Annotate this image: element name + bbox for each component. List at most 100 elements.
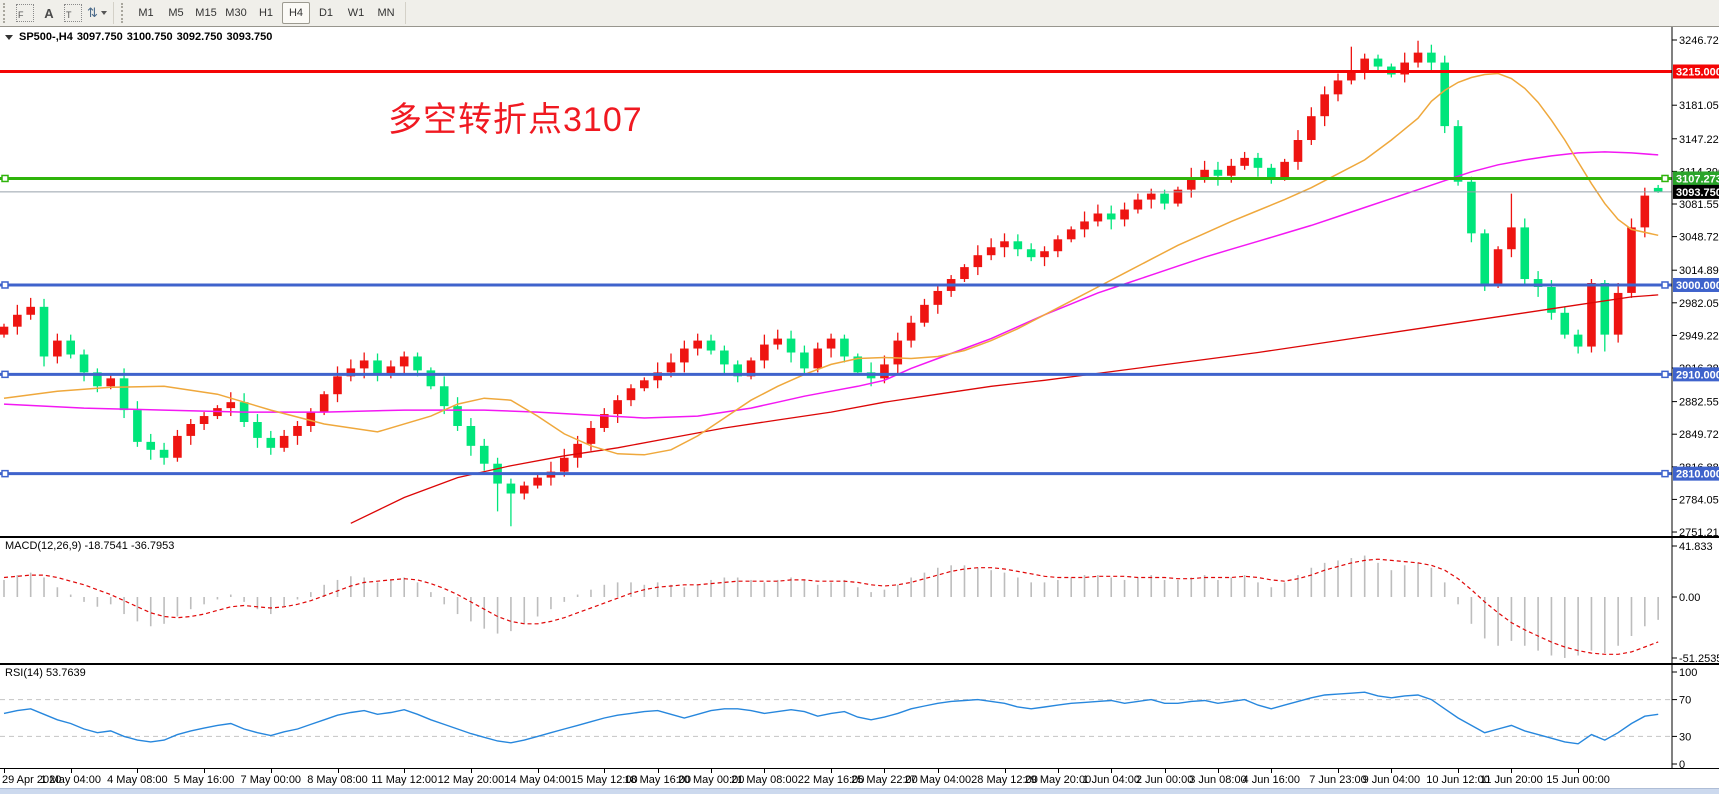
time-tick-label: 15 May 12:00: [570, 774, 638, 786]
time-tick-label: 21 May 08:00: [731, 774, 798, 786]
symbol-dropdown-icon[interactable]: [5, 34, 13, 40]
symbol-info-line: SP500-,H4 3097.750 3100.750 3092.750 309…: [5, 31, 272, 43]
time-tick-label: 10 Jun 12:00: [1426, 774, 1490, 786]
time-tick-label: 4 May 08:00: [107, 774, 168, 786]
panel-separator[interactable]: [0, 663, 1719, 665]
svg-text:2910.000: 2910.000: [1676, 369, 1719, 381]
macd-label: MACD(12,26,9) -18.7541 -36.7953: [5, 540, 175, 552]
time-tick-label: 7 May 00:00: [240, 774, 302, 786]
time-tick: [657, 769, 659, 773]
svg-text:30: 30: [1679, 731, 1691, 743]
timeframe-m30-button[interactable]: M30: [225, 7, 247, 19]
svg-text:3215.000: 3215.000: [1676, 67, 1719, 79]
timeframe-bar: M1 M5 M15 M30 H1 H4 D1 W1 MN: [131, 2, 401, 24]
timeframe-h1-button[interactable]: H1: [258, 7, 274, 19]
time-tick: [1511, 769, 1513, 773]
time-tick: [711, 769, 713, 773]
time-tick: [1338, 769, 1339, 773]
time-tick-label: 28 May 12:00: [971, 774, 1038, 786]
toolbar-grip[interactable]: [3, 3, 10, 23]
timeframe-mn-button[interactable]: MN: [377, 7, 395, 19]
time-tick: [1217, 769, 1219, 773]
time-axis[interactable]: 29 Apr 2020 1 May 04:00 4 May 08:00 5 May 1…: [0, 768, 1719, 789]
time-tick: [1057, 769, 1059, 773]
panel-separator[interactable]: [0, 536, 1719, 538]
bar-low: 3092.750: [176, 31, 223, 43]
svg-text:3246.725: 3246.725: [1679, 35, 1719, 47]
time-tick: [764, 769, 766, 773]
time-tick: [537, 769, 539, 773]
svg-text:3048.720: 3048.720: [1679, 232, 1719, 244]
time-tick-label: 14 May 04:00: [504, 774, 571, 786]
rsi-label: RSI(14) 53.7639: [5, 667, 86, 679]
svg-text:2784.050: 2784.050: [1679, 494, 1719, 506]
svg-text:2949.220: 2949.220: [1679, 330, 1719, 342]
time-tick-label: 22 May 16:00: [797, 774, 865, 786]
svg-text:2751.215: 2751.215: [1679, 527, 1719, 536]
bar-high: 3100.750: [126, 31, 173, 43]
svg-text:2982.055: 2982.055: [1679, 298, 1719, 310]
bar-close: 3093.750: [226, 31, 273, 43]
svg-text:3147.225: 3147.225: [1679, 134, 1719, 146]
time-tick: [4, 769, 5, 773]
text-label-tool-button[interactable]: A: [37, 2, 61, 24]
time-tick-label: 27 May 04:00: [904, 774, 972, 786]
fibonacci-icon: F: [16, 4, 34, 22]
chart-annotation-text[interactable]: 多空转折点3107: [388, 101, 643, 139]
timeframe-m5-button[interactable]: M5: [168, 7, 184, 19]
toolbar: F A T ⇅ M1 M5 M15 M30 H1 H4 D1 W1 MN: [0, 0, 1719, 27]
time-tick-label: 8 May 08:00: [307, 774, 368, 786]
svg-text:-51.2535: -51.2535: [1679, 653, 1719, 663]
toolbar-grip[interactable]: [121, 3, 128, 23]
time-tick: [404, 769, 406, 773]
svg-text:3081.555: 3081.555: [1679, 199, 1719, 211]
timeframe-h4-button[interactable]: H4: [282, 2, 310, 24]
dropdown-caret-icon[interactable]: [100, 11, 107, 15]
candlestick-chart-panel[interactable]: 3246.7253181.0553147.2253114.3903081.555…: [0, 27, 1719, 536]
svg-text:2810.000: 2810.000: [1676, 469, 1719, 481]
text-tool-button[interactable]: T: [61, 2, 85, 24]
timeframe-d1-button[interactable]: D1: [318, 7, 334, 19]
time-tick-label: 1 May 04:00: [40, 774, 101, 786]
svg-text:3000.000: 3000.000: [1676, 280, 1719, 292]
time-tick-label: 4 Jun 16:00: [1242, 774, 1301, 786]
toolbar-separator: [405, 2, 406, 24]
time-tick: [1271, 769, 1273, 773]
time-tick-label: 7 Jun 23:00: [1309, 774, 1367, 786]
time-tick: [604, 769, 606, 773]
arrows-icon: ⇅: [87, 5, 98, 20]
arrows-tool-button[interactable]: ⇅: [85, 2, 109, 24]
time-tick-label: 2 Jun 00:00: [1135, 774, 1194, 786]
macd-panel[interactable]: 41.833 0.00 -51.2535: [0, 538, 1719, 663]
time-tick: [1391, 769, 1393, 773]
time-tick-label: 9 Jun 04:00: [1362, 774, 1421, 786]
time-tick-label: 3 Jun 08:00: [1189, 774, 1247, 786]
svg-text:2849.720: 2849.720: [1679, 429, 1719, 441]
time-tick-label: 18 May 16:00: [624, 774, 691, 786]
svg-text:3181.055: 3181.055: [1679, 100, 1719, 112]
timeframe-m15-button[interactable]: M15: [195, 7, 217, 19]
timeframe-m1-button[interactable]: M1: [138, 7, 154, 19]
time-tick: [1458, 769, 1460, 773]
time-tick: [1111, 769, 1113, 773]
timeframe-w1-button[interactable]: W1: [347, 7, 365, 19]
time-tick: [1164, 769, 1166, 773]
time-tick: [337, 769, 339, 773]
time-tick: [884, 769, 886, 773]
time-tick-label: 15 Jun 00:00: [1546, 774, 1610, 786]
bar-open: 3097.750: [76, 31, 123, 43]
rsi-panel[interactable]: 100 70 30 0: [0, 665, 1719, 768]
time-tick-label: 25 May 22:00: [851, 774, 918, 786]
toolbar-separator: [113, 2, 114, 24]
status-strip: [0, 788, 1719, 794]
svg-text:2882.555: 2882.555: [1679, 397, 1719, 409]
time-tick-label: 11 Jun 20:00: [1480, 774, 1543, 786]
svg-text:100: 100: [1679, 667, 1697, 679]
fibonacci-tool-button[interactable]: F: [13, 2, 37, 24]
text-tool-icon: T: [64, 4, 82, 22]
time-tick-label: 20 May 00:00: [677, 774, 745, 786]
time-tick: [70, 769, 72, 773]
time-tick: [470, 769, 472, 773]
time-tick-label: 29 May 20:00: [1024, 774, 1092, 786]
time-tick: [831, 769, 833, 773]
